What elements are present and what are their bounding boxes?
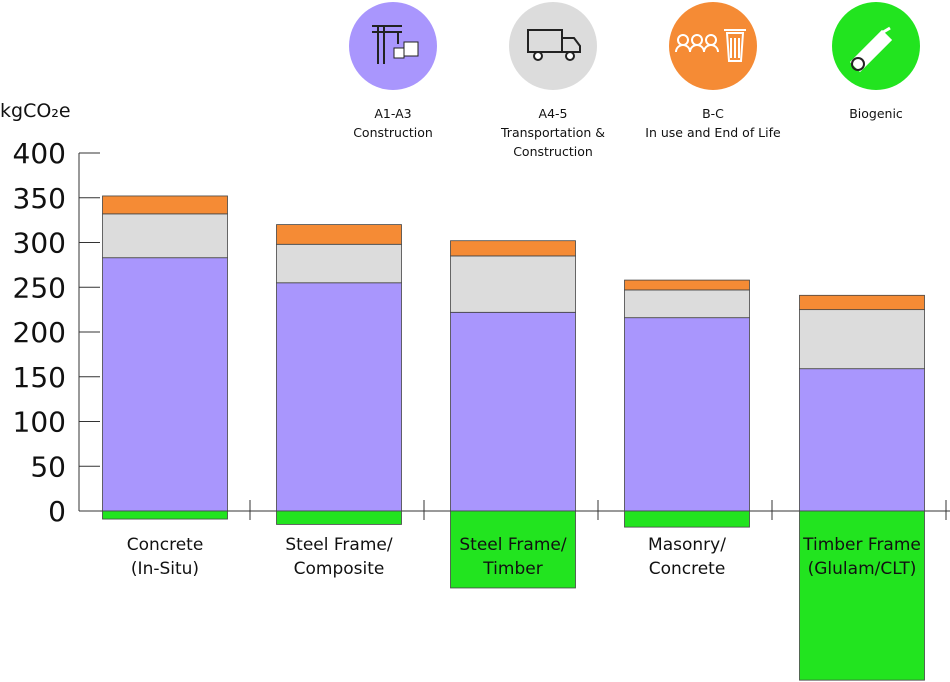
legend-label: A1-A3 Construction (353, 106, 433, 140)
bar-segment (624, 279, 750, 291)
x-tick-label: Steel Frame/ Timber (459, 535, 567, 579)
y-tick-label: 300 (13, 227, 66, 260)
bar-segment (450, 255, 576, 313)
bar-segment (102, 213, 228, 259)
y-tick-label: 150 (13, 361, 66, 394)
legend-label: B-C In use and End of Life (645, 106, 781, 140)
icon-transport (509, 2, 597, 90)
bar-segment (624, 510, 750, 528)
bar-segment (799, 510, 925, 681)
bar-segment (276, 282, 402, 512)
y-axis-label: kgCO₂e (0, 100, 71, 122)
y-tick-label: 100 (13, 406, 66, 439)
x-tick-label: Timber Frame (Glulam/CLT) (803, 535, 921, 579)
legend-label: A4-5 Transportation & Construction (501, 106, 605, 159)
bar-segment (624, 289, 750, 319)
legend-label: Biogenic (849, 106, 903, 121)
x-tick-label: Masonry/ Concrete (648, 535, 726, 579)
y-tick-label: 400 (13, 137, 66, 170)
y-tick-label: 0 (48, 495, 66, 528)
bar-segment (276, 510, 402, 525)
bar-segment (276, 224, 402, 245)
bar-segment (102, 510, 228, 520)
bar-segment (102, 195, 228, 215)
x-tick-label: Steel Frame/ Composite (285, 535, 393, 579)
y-tick-label: 350 (13, 182, 66, 215)
y-tick-label: 250 (13, 271, 66, 304)
y-tick-label: 50 (30, 450, 66, 483)
bar-segment (450, 311, 576, 512)
bar-segment (102, 257, 228, 512)
y-tick-label: 200 (13, 316, 66, 349)
bar-segment (799, 368, 925, 512)
bar-segment (799, 309, 925, 370)
bar-segment (450, 240, 576, 257)
bar-segment (624, 317, 750, 512)
legend-icons (349, 2, 920, 90)
bar-segment (799, 294, 925, 311)
bar-segment (450, 510, 576, 589)
icon-construction (349, 2, 437, 90)
bar-segment (276, 243, 402, 284)
x-tick-label: Concrete (In-Situ) (126, 535, 204, 579)
